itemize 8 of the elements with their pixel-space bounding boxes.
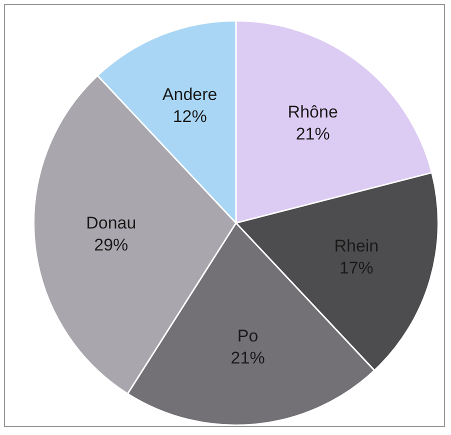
slice-label: Donau xyxy=(86,213,136,232)
slice-label: Rhône xyxy=(288,102,338,122)
slice-label: Andere xyxy=(162,85,218,104)
data-label: 21% xyxy=(296,124,330,144)
data-label: 12% xyxy=(172,107,207,126)
data-label: 21% xyxy=(230,348,265,368)
slice-label: Po xyxy=(237,326,258,346)
data-label: 29% xyxy=(94,235,128,254)
